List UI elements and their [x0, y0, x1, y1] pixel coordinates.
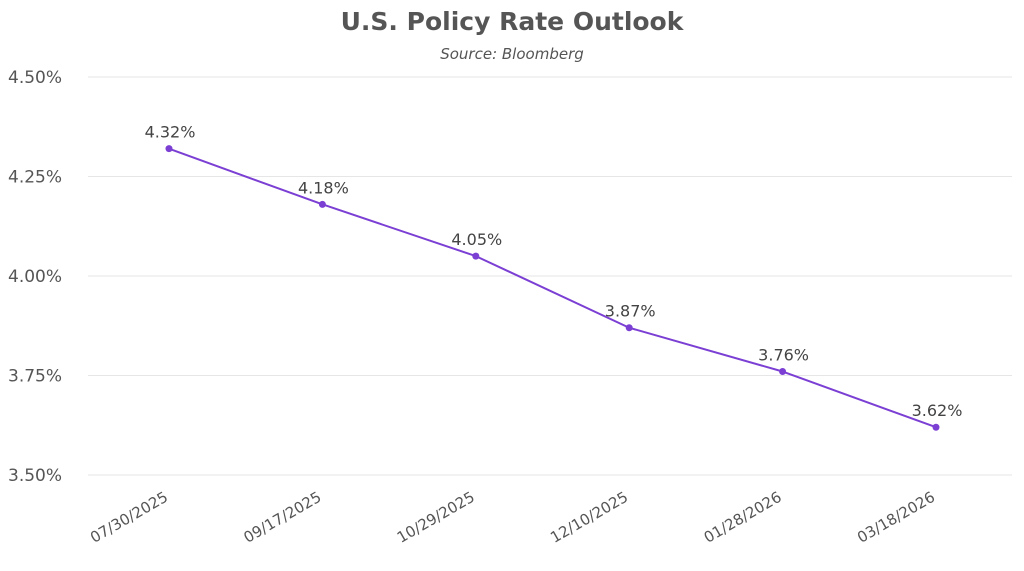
data-point [318, 200, 326, 208]
y-tick-label: 4.25% [8, 168, 62, 188]
chart-title: U.S. Policy Rate Outlook [340, 7, 684, 36]
data-point [779, 368, 787, 376]
chart-subtitle: Source: Bloomberg [440, 45, 584, 63]
data-point [165, 145, 173, 153]
y-tick-label: 3.50% [8, 466, 62, 486]
data-label: 4.32% [145, 123, 196, 142]
y-tick-label: 4.50% [8, 68, 62, 88]
x-tick-label: 10/29/2025 [394, 488, 478, 547]
data-labels: 4.32% 4.18% 4.05% 3.87% 3.76% 3.62% [145, 123, 963, 421]
data-label: 3.76% [758, 346, 809, 365]
x-tick-label: 01/28/2026 [701, 488, 785, 547]
series-line [168, 147, 937, 429]
y-tick-label: 3.75% [8, 367, 62, 387]
x-tick-label: 03/18/2026 [854, 488, 938, 547]
data-label: 4.05% [451, 230, 502, 249]
x-tick-label: 09/17/2025 [241, 488, 325, 547]
x-tick-label: 07/30/2025 [87, 488, 171, 547]
y-axis: 3.50% 3.75% 4.00% 4.25% 4.50% [8, 68, 62, 486]
data-label: 3.62% [912, 401, 963, 420]
x-tick-label: 12/10/2025 [547, 488, 631, 547]
data-point [932, 423, 940, 431]
data-point [625, 324, 633, 332]
data-label: 4.18% [298, 178, 349, 197]
x-axis: 07/30/2025 09/17/2025 10/29/2025 12/10/2025… [87, 488, 938, 547]
data-point [472, 252, 480, 260]
y-tick-label: 4.00% [8, 267, 62, 287]
series [165, 145, 940, 431]
data-label: 3.87% [605, 302, 656, 321]
gridlines [88, 76, 1012, 476]
